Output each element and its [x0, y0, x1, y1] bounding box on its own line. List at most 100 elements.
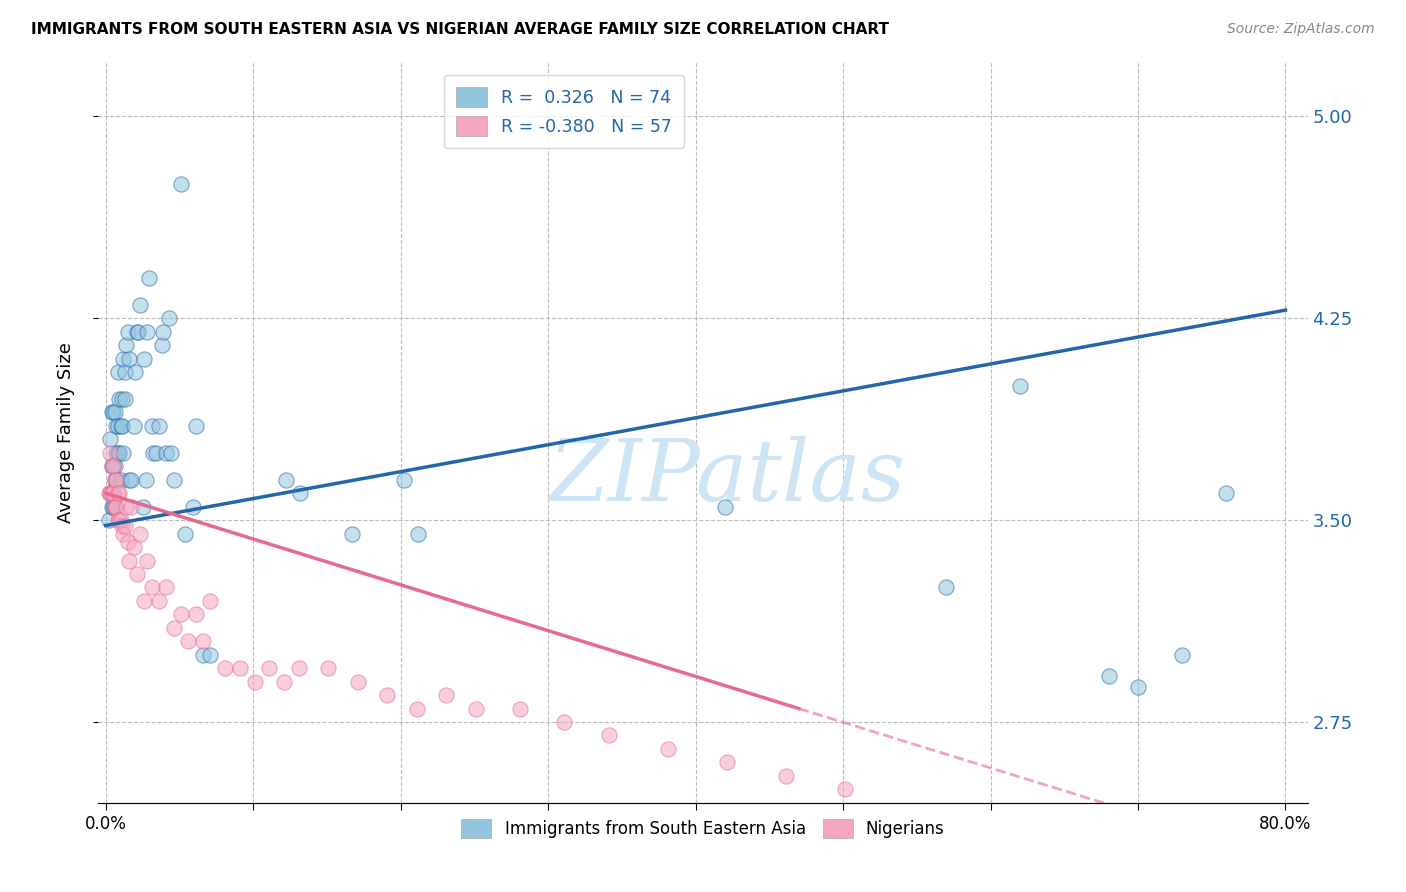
Point [170, 177, 193, 191]
Point [105, 473, 128, 487]
Point [122, 540, 145, 554]
Point [436, 688, 458, 702]
Point [714, 500, 737, 514]
Point [108, 513, 131, 527]
Point [274, 473, 297, 487]
Point [118, 473, 141, 487]
Point [115, 500, 138, 514]
Point [150, 338, 173, 352]
Point [214, 661, 236, 675]
Point [148, 418, 170, 433]
Point [107, 365, 129, 379]
Point [104, 405, 127, 419]
Point [184, 418, 207, 433]
Point [104, 473, 127, 487]
Point [101, 486, 124, 500]
Point [408, 526, 430, 541]
Legend: Immigrants from South Eastern Asia, Nigerians: Immigrants from South Eastern Asia, Nige… [450, 807, 956, 850]
Point [162, 621, 184, 635]
Point [98, 433, 121, 447]
Point [134, 594, 156, 608]
Point [101, 405, 124, 419]
Point [259, 661, 281, 675]
Point [1008, 378, 1031, 392]
Point [347, 674, 370, 689]
Point [107, 418, 129, 433]
Point [148, 594, 170, 608]
Point [191, 634, 214, 648]
Point [377, 688, 399, 702]
Point [114, 365, 136, 379]
Point [174, 526, 197, 541]
Point [105, 418, 128, 433]
Point [108, 446, 131, 460]
Point [104, 500, 127, 514]
Point [100, 459, 122, 474]
Point [1215, 486, 1237, 500]
Point [117, 325, 139, 339]
Point [114, 392, 136, 406]
Point [118, 351, 141, 366]
Point [98, 446, 121, 460]
Point [159, 446, 181, 460]
Point [184, 607, 207, 622]
Point [155, 581, 177, 595]
Point [97, 486, 120, 500]
Text: Source: ZipAtlas.com: Source: ZipAtlas.com [1227, 22, 1375, 37]
Point [134, 351, 156, 366]
Point [105, 446, 128, 460]
Point [128, 298, 150, 312]
Point [136, 553, 159, 567]
Point [145, 446, 167, 460]
Point [101, 459, 124, 474]
Point [162, 473, 184, 487]
Point [598, 729, 620, 743]
Point [392, 473, 415, 487]
Point [288, 661, 311, 675]
Point [117, 534, 139, 549]
Point [114, 518, 136, 533]
Point [108, 392, 131, 406]
Point [100, 459, 122, 474]
Point [115, 338, 138, 352]
Point [100, 500, 122, 514]
Point [120, 473, 142, 487]
Point [105, 473, 128, 487]
Point [98, 486, 121, 500]
Point [108, 486, 131, 500]
Point [105, 500, 128, 514]
Point [111, 518, 134, 533]
Point [775, 769, 797, 783]
Point [1126, 680, 1149, 694]
Point [553, 714, 575, 729]
Point [181, 500, 204, 514]
Point [243, 674, 266, 689]
Y-axis label: Average Family Size: Average Family Size [56, 343, 75, 523]
Text: ZIPatlas: ZIPatlas [548, 435, 905, 518]
Point [101, 500, 124, 514]
Point [111, 418, 134, 433]
Point [101, 486, 124, 500]
Point [1171, 648, 1194, 662]
Point [406, 701, 429, 715]
Point [112, 351, 135, 366]
Point [935, 581, 957, 595]
Point [834, 782, 856, 797]
Point [104, 500, 127, 514]
Point [138, 270, 160, 285]
Point [107, 446, 129, 460]
Point [122, 418, 145, 433]
Point [229, 661, 252, 675]
Point [118, 553, 141, 567]
Point [128, 526, 150, 541]
Point [101, 459, 124, 474]
Point [127, 325, 149, 339]
Point [104, 459, 127, 474]
Point [464, 701, 486, 715]
Point [97, 513, 120, 527]
Point [152, 325, 174, 339]
Point [104, 500, 127, 514]
Point [110, 418, 132, 433]
Point [290, 486, 312, 500]
Point [200, 594, 222, 608]
